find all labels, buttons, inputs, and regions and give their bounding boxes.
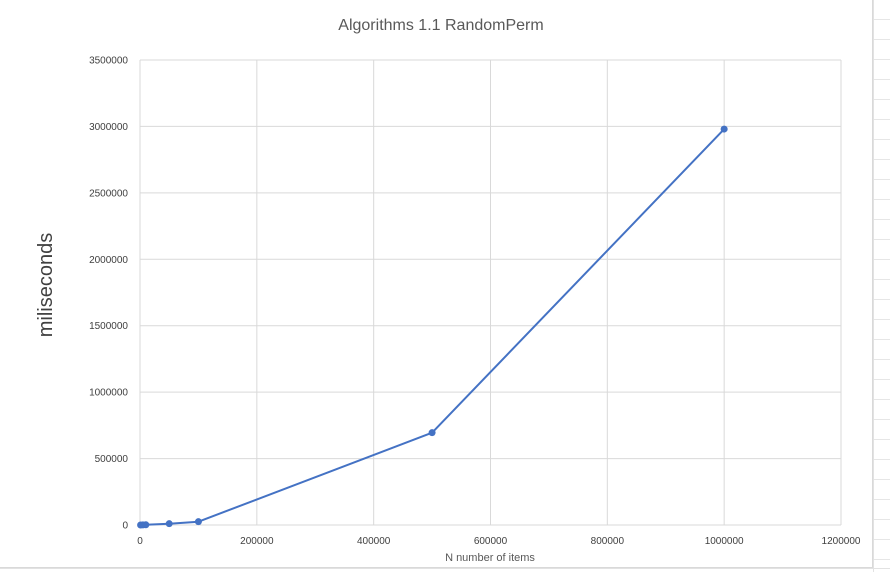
y-tick-label: 2000000: [89, 255, 128, 266]
y-axis-label: miliseconds: [35, 233, 57, 337]
axes: 0500000100000015000002000000250000030000…: [89, 56, 861, 548]
x-tick-label: 1000000: [705, 536, 744, 547]
series-layer: [137, 125, 728, 529]
y-tick-label: 0: [122, 521, 128, 532]
y-tick-label: 1000000: [89, 388, 128, 399]
x-tick-label: 600000: [474, 536, 508, 547]
x-tick-label: 200000: [240, 536, 274, 547]
x-tick-label: 400000: [357, 536, 391, 547]
data-point[interactable]: [165, 520, 173, 528]
x-axis-label: N number of items: [445, 552, 535, 564]
line-chart: Algorithms 1.1 RandomPerm 0 500000 1000000…: [35, 17, 861, 564]
x-tick-label: 800000: [591, 536, 625, 547]
data-point[interactable]: [142, 521, 150, 529]
data-point[interactable]: [720, 125, 728, 133]
y-tick-label: 500000: [95, 454, 129, 465]
y-tick-label: 3500000: [89, 56, 128, 67]
x-tick-label: 0: [137, 536, 143, 547]
series-line: [140, 128, 725, 526]
y-tick-label: 2500000: [89, 188, 128, 199]
y-tick-label: 3000000: [89, 122, 128, 133]
x-tick-label: 1200000: [822, 536, 861, 547]
y-tick-label: 1500000: [89, 321, 128, 332]
chart-title: Algorithms 1.1 RandomPerm: [338, 17, 543, 34]
spreadsheet-gridlines: [873, 0, 890, 572]
spreadsheet-bottom-edge: [0, 568, 890, 573]
data-point[interactable]: [428, 429, 436, 437]
data-point[interactable]: [194, 518, 202, 526]
chart-area[interactable]: Algorithms 1.1 RandomPerm 0 500000 1000000…: [0, 0, 873, 568]
gridlines: [139, 59, 842, 526]
